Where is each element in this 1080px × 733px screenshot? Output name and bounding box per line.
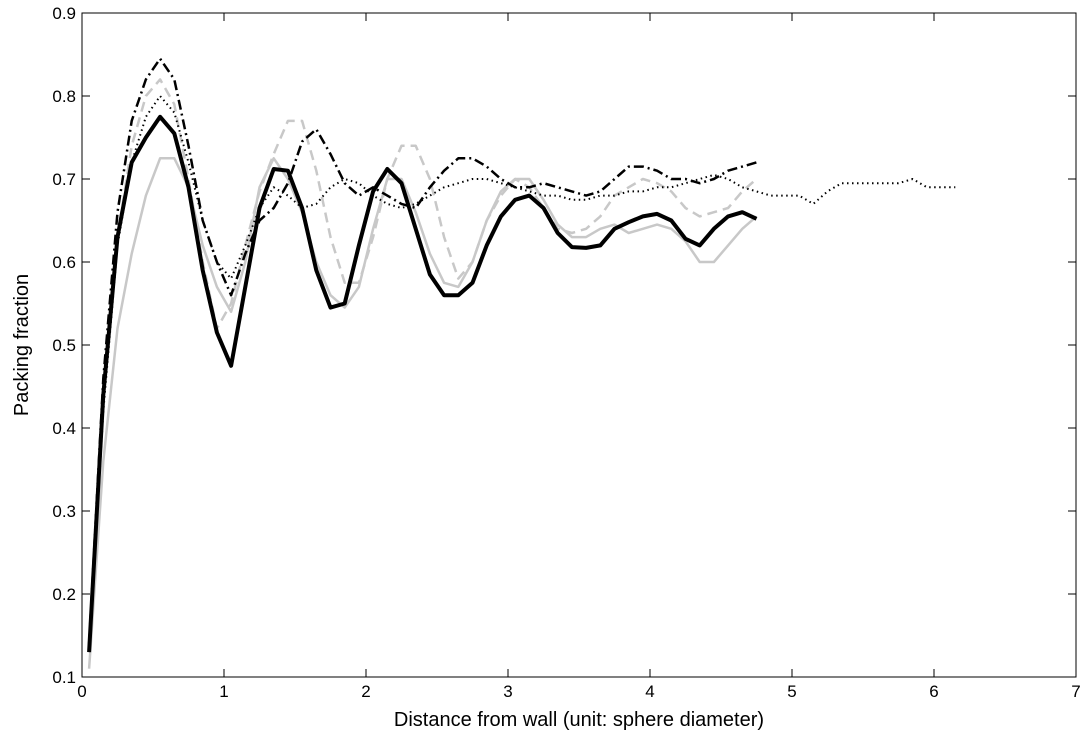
x-tick-label: 3 xyxy=(503,682,512,701)
x-axis-label: Distance from wall (unit: sphere diamete… xyxy=(394,709,764,731)
y-tick-label: 0.8 xyxy=(52,87,76,106)
series-line-5 xyxy=(87,114,758,653)
tick-layer: 0 1 2 3 4 5 6 7 0.1 0.2 0.3 0.4 0.5 0.6 0.7 0.8 0.9 xyxy=(52,4,1080,701)
x-tick-label: 2 xyxy=(361,682,370,701)
x-tick-label: 5 xyxy=(787,682,796,701)
x-tick-label: 7 xyxy=(1071,682,1080,701)
series-line-1 xyxy=(87,157,758,669)
y-tick-label: 0.4 xyxy=(52,419,76,438)
y-tick-label: 0.2 xyxy=(52,585,76,604)
plot-area xyxy=(81,12,1077,678)
y-tick-label: 0.6 xyxy=(52,253,76,272)
series-line-3 xyxy=(88,95,956,653)
series-layer xyxy=(87,57,956,669)
y-tick-label: 0.9 xyxy=(52,4,76,23)
y-tick-label: 0.7 xyxy=(52,170,76,189)
y-tick-label: 0.3 xyxy=(52,502,76,521)
y-tick-label: 0.5 xyxy=(52,336,76,355)
x-tick-label: 1 xyxy=(219,682,228,701)
x-tick-label: 4 xyxy=(645,682,654,701)
y-tick-label: 0.1 xyxy=(52,668,76,687)
x-tick-label: 6 xyxy=(929,682,938,701)
series-line-4 xyxy=(87,57,757,644)
y-axis-label: Packing fraction xyxy=(11,274,33,416)
x-tick-label: 0 xyxy=(77,682,86,701)
